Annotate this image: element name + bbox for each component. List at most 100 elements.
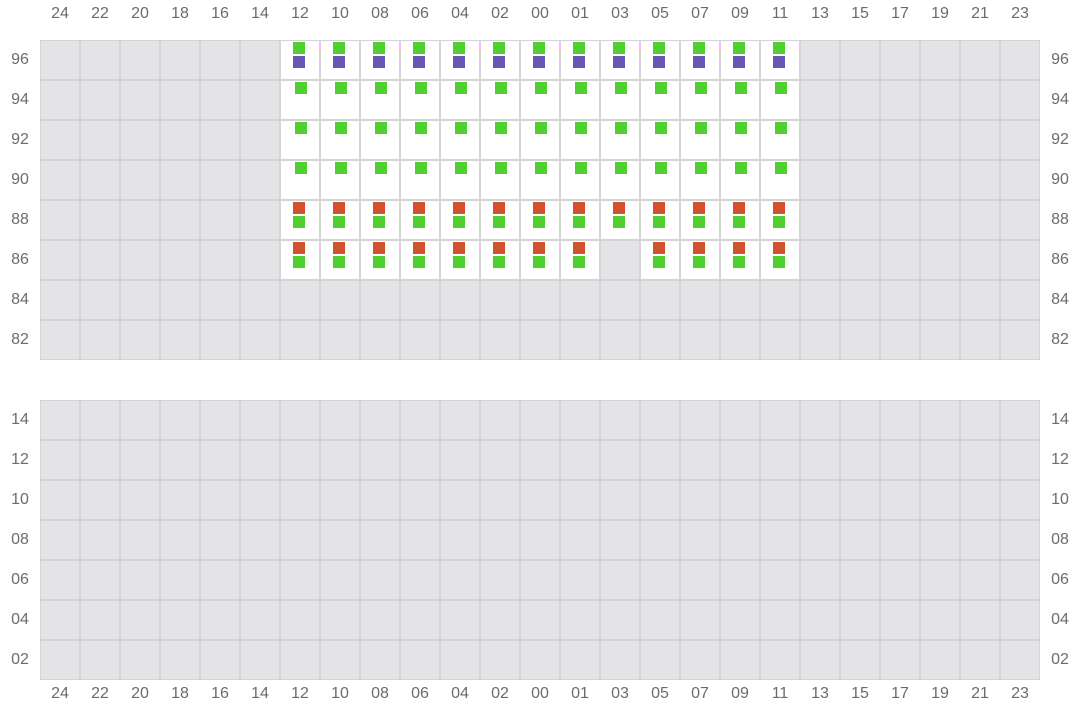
- slot-cell[interactable]: [280, 200, 320, 240]
- slot-cell[interactable]: [680, 120, 720, 160]
- slot-cell[interactable]: [760, 160, 800, 200]
- slot-cell[interactable]: [680, 40, 720, 80]
- slot-cell[interactable]: [400, 240, 440, 280]
- slot-cell[interactable]: [520, 80, 560, 120]
- slot-cell[interactable]: [360, 160, 400, 200]
- slot-cell[interactable]: [560, 160, 600, 200]
- slot-cell[interactable]: [400, 40, 440, 80]
- slot-cell[interactable]: [400, 120, 440, 160]
- slot-cell[interactable]: [520, 200, 560, 240]
- slot-cell: [120, 40, 160, 80]
- slot-cell[interactable]: [280, 80, 320, 120]
- slot-cell[interactable]: [760, 120, 800, 160]
- slot-cell[interactable]: [520, 240, 560, 280]
- green-marker: [575, 122, 587, 134]
- slot-cell: [400, 400, 440, 440]
- slot-cell: [40, 400, 80, 440]
- slot-cell[interactable]: [680, 240, 720, 280]
- slot-cell[interactable]: [600, 40, 640, 80]
- slot-cell[interactable]: [440, 120, 480, 160]
- slot-cell: [240, 560, 280, 600]
- slot-cell[interactable]: [560, 40, 600, 80]
- slot-cell[interactable]: [320, 160, 360, 200]
- slot-cell[interactable]: [480, 120, 520, 160]
- slot-cell[interactable]: [720, 200, 760, 240]
- slot-cell[interactable]: [280, 120, 320, 160]
- slot-cell: [880, 640, 920, 680]
- slot-cell: [160, 600, 200, 640]
- slot-cell[interactable]: [520, 40, 560, 80]
- slot-cell[interactable]: [760, 200, 800, 240]
- slot-cell[interactable]: [640, 80, 680, 120]
- slot-cell[interactable]: [600, 120, 640, 160]
- slot-cell[interactable]: [560, 120, 600, 160]
- slot-cell[interactable]: [640, 200, 680, 240]
- slot-cell: [320, 640, 360, 680]
- slot-cell: [240, 40, 280, 80]
- slot-cell[interactable]: [280, 40, 320, 80]
- slot-cell[interactable]: [520, 120, 560, 160]
- slot-cell[interactable]: [520, 160, 560, 200]
- row-label: 10: [11, 491, 29, 508]
- slot-cell[interactable]: [440, 200, 480, 240]
- slot-cell[interactable]: [360, 40, 400, 80]
- row-label: 86: [11, 251, 29, 268]
- row-label: 94: [1051, 91, 1069, 108]
- slot-cell[interactable]: [440, 80, 480, 120]
- green-marker: [295, 122, 307, 134]
- slot-cell[interactable]: [320, 80, 360, 120]
- slot-cell[interactable]: [360, 200, 400, 240]
- slot-cell[interactable]: [560, 240, 600, 280]
- slot-cell[interactable]: [440, 40, 480, 80]
- slot-cell: [120, 200, 160, 240]
- slot-cell: [40, 600, 80, 640]
- slot-cell[interactable]: [480, 240, 520, 280]
- slot-cell[interactable]: [480, 160, 520, 200]
- slot-cell[interactable]: [480, 200, 520, 240]
- slot-cell[interactable]: [480, 40, 520, 80]
- slot-cell[interactable]: [600, 80, 640, 120]
- slot-cell[interactable]: [280, 160, 320, 200]
- slot-cell[interactable]: [720, 40, 760, 80]
- slot-cell[interactable]: [680, 80, 720, 120]
- slot-cell[interactable]: [440, 160, 480, 200]
- slot-cell: [1000, 480, 1040, 520]
- slot-cell[interactable]: [560, 80, 600, 120]
- slot-cell[interactable]: [600, 200, 640, 240]
- slot-cell[interactable]: [360, 120, 400, 160]
- slot-cell[interactable]: [600, 160, 640, 200]
- slot-cell[interactable]: [280, 240, 320, 280]
- column-label: 12: [291, 5, 309, 22]
- slot-cell[interactable]: [720, 80, 760, 120]
- green-marker: [415, 162, 427, 174]
- slot-cell[interactable]: [320, 240, 360, 280]
- slot-cell[interactable]: [760, 240, 800, 280]
- slot-cell: [80, 560, 120, 600]
- slot-cell[interactable]: [720, 120, 760, 160]
- slot-cell[interactable]: [680, 160, 720, 200]
- slot-cell[interactable]: [760, 40, 800, 80]
- slot-cell[interactable]: [480, 80, 520, 120]
- slot-cell[interactable]: [320, 40, 360, 80]
- slot-cell[interactable]: [320, 120, 360, 160]
- slot-cell[interactable]: [400, 160, 440, 200]
- slot-cell[interactable]: [400, 200, 440, 240]
- slot-cell[interactable]: [680, 200, 720, 240]
- slot-cell[interactable]: [760, 80, 800, 120]
- slot-cell[interactable]: [560, 200, 600, 240]
- slot-cell[interactable]: [440, 240, 480, 280]
- slot-cell[interactable]: [360, 80, 400, 120]
- slot-cell[interactable]: [320, 200, 360, 240]
- slot-cell: [40, 240, 80, 280]
- slot-cell[interactable]: [720, 240, 760, 280]
- slot-cell[interactable]: [640, 120, 680, 160]
- slot-cell[interactable]: [640, 40, 680, 80]
- slot-cell[interactable]: [720, 160, 760, 200]
- slot-cell: [800, 160, 840, 200]
- slot-cell[interactable]: [640, 240, 680, 280]
- slot-cell[interactable]: [640, 160, 680, 200]
- orange-marker: [773, 242, 785, 254]
- slot-cell[interactable]: [360, 240, 400, 280]
- row-label: 90: [1051, 171, 1069, 188]
- slot-cell[interactable]: [400, 80, 440, 120]
